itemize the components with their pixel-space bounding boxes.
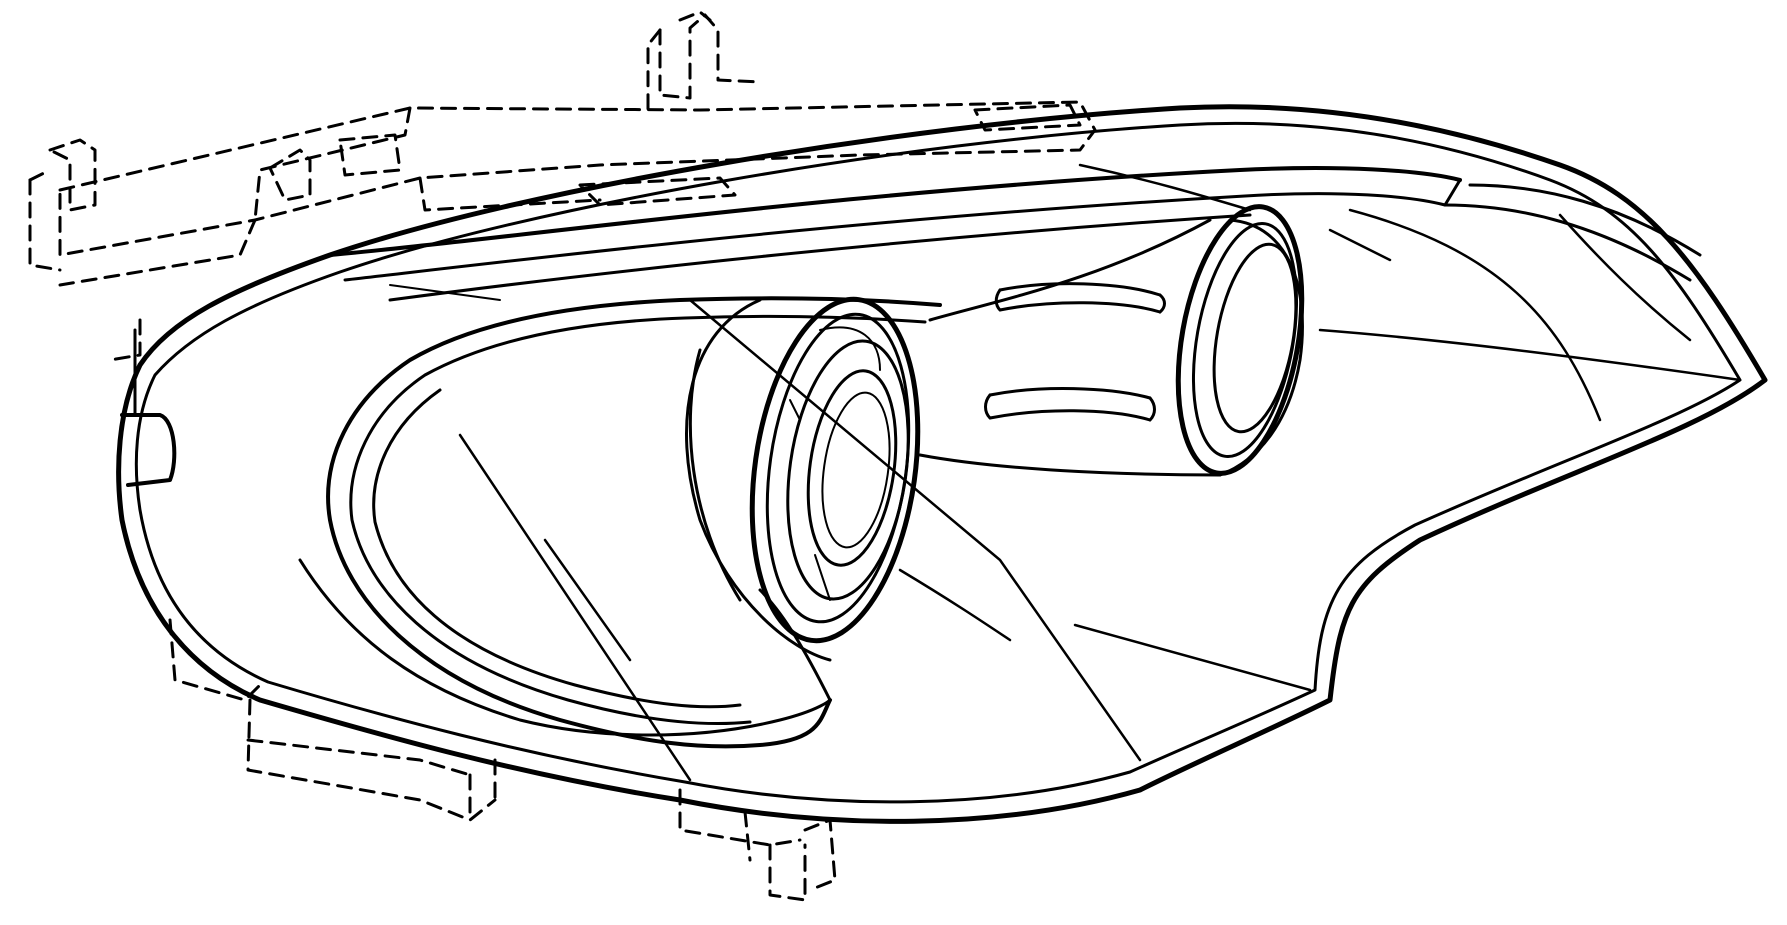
center-slots — [986, 284, 1165, 420]
dashed-rear-housing — [30, 12, 1095, 900]
right-projector-lens — [920, 197, 1321, 483]
headlamp-outer-lens — [119, 107, 1765, 822]
left-projector-lens — [687, 289, 939, 660]
headlamp-upper-band — [330, 168, 1700, 300]
inner-bezel — [300, 298, 940, 746]
